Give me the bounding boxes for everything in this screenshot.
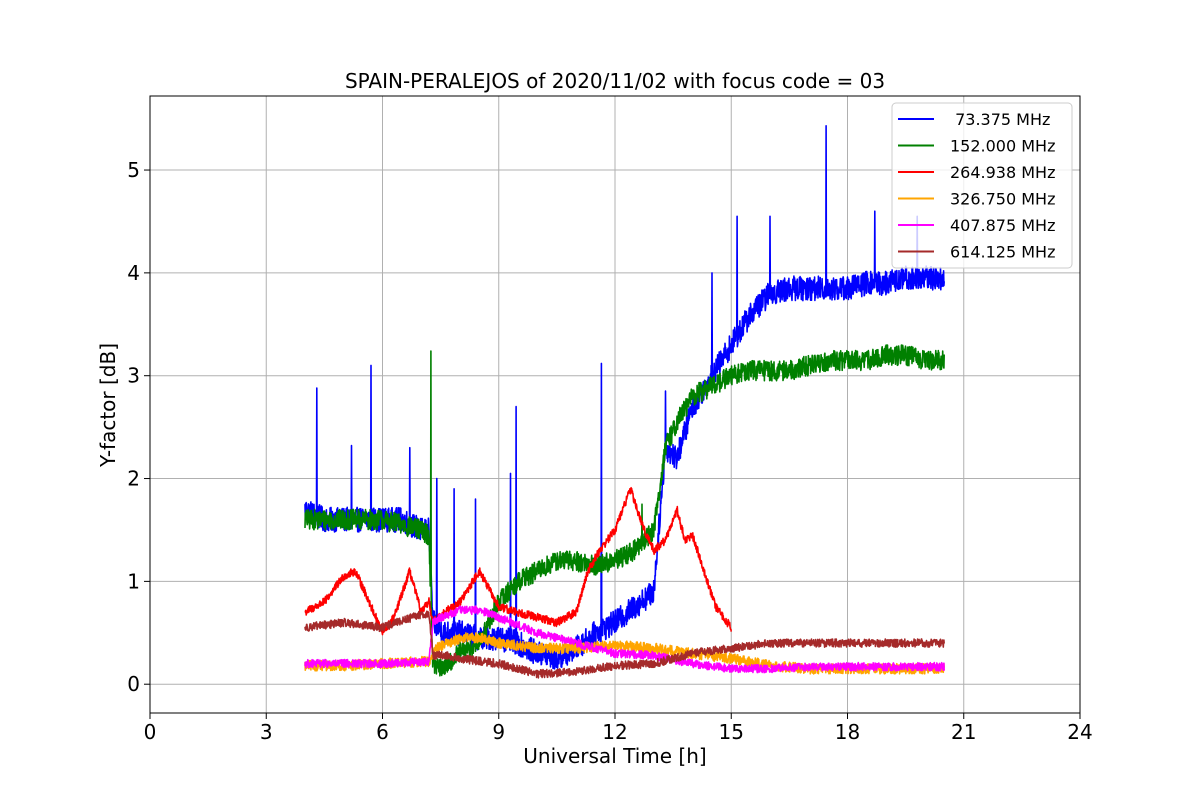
- x-tick-label: 9: [492, 720, 505, 744]
- series-line: [304, 605, 945, 674]
- legend-label: 614.125 MHz: [950, 243, 1055, 262]
- y-tick-label: 1: [127, 569, 140, 593]
- legend-label: 326.750 MHz: [950, 190, 1055, 209]
- legend-box: [891, 102, 1073, 269]
- x-axis-label: Universal Time [h]: [523, 744, 706, 768]
- x-tick-label: 0: [144, 720, 157, 744]
- series-line: [304, 486, 732, 636]
- chart-title: SPAIN-PERALEJOS of 2020/11/02 with focus…: [345, 69, 885, 93]
- legend-label: 407.875 MHz: [950, 216, 1055, 235]
- x-tick-label: 6: [376, 720, 389, 744]
- series-line: [304, 344, 945, 677]
- x-axis-ticks: 0 3 6 9 12 15 18 21 24: [144, 713, 1093, 744]
- x-tick-label: 18: [835, 720, 860, 744]
- legend: 73.375 MHz 152.000 MHz 264.938 MHz 326.750 …: [891, 102, 1073, 269]
- y-tick-label: 2: [127, 467, 140, 491]
- y-tick-label: 3: [127, 364, 140, 388]
- x-tick-label: 3: [260, 720, 273, 744]
- series-lines: [304, 125, 945, 679]
- legend-label: 152.000 MHz: [950, 137, 1055, 156]
- y-axis-ticks: 0 1 2 3 4 5: [127, 158, 150, 696]
- x-tick-label: 24: [1067, 720, 1092, 744]
- y-axis-label: Y-factor [dB]: [96, 343, 120, 468]
- x-tick-label: 15: [719, 720, 744, 744]
- series-line: [304, 632, 945, 675]
- y-tick-label: 0: [127, 672, 140, 696]
- x-tick-label: 21: [951, 720, 976, 744]
- y-tick-label: 5: [127, 158, 140, 182]
- legend-label: 264.938 MHz: [950, 163, 1055, 182]
- series-line: [304, 610, 945, 679]
- y-tick-label: 4: [127, 261, 140, 285]
- legend-label: 73.375 MHz: [950, 110, 1050, 129]
- plot-frame: [149, 95, 1081, 714]
- x-tick-label: 12: [602, 720, 627, 744]
